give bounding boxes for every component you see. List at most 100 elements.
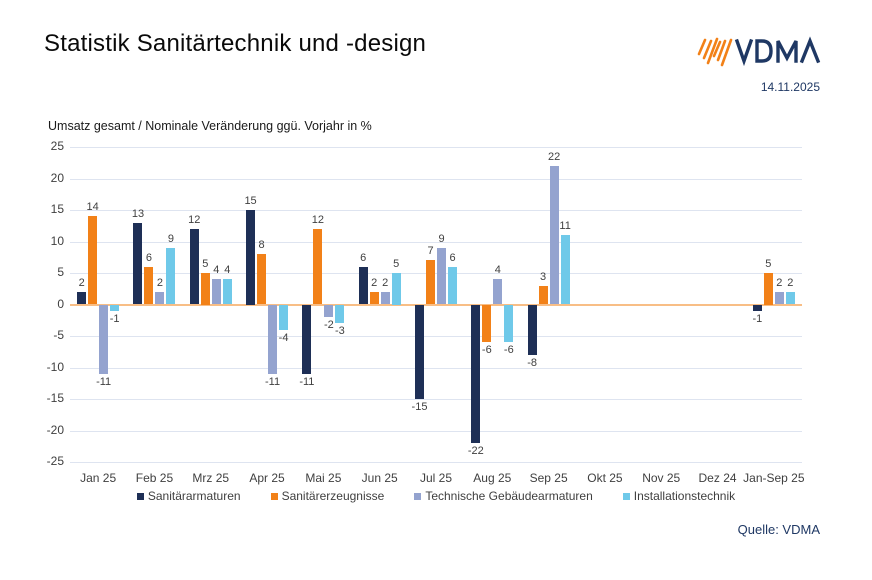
bar-12-1 [763, 273, 773, 305]
y-axis-tick-label: -10 [46, 359, 64, 374]
bar-value-label: 2 [776, 276, 783, 289]
bar-2-2 [211, 279, 221, 305]
y-axis-tick-label: 0 [57, 296, 64, 311]
bar-value-label: 6 [145, 251, 153, 264]
report-date: 14.11.2025 [760, 80, 820, 94]
x-axis-tick-label: Jun 25 [361, 471, 398, 485]
bar-value-label: -8 [527, 356, 537, 369]
gridline [70, 147, 802, 148]
bar-12-0 [752, 304, 762, 311]
bar-0-3 [110, 304, 120, 311]
gridline [70, 367, 802, 369]
bar-3-3 [279, 304, 289, 330]
y-axis-tick-label: 10 [50, 233, 64, 248]
legend-item: Sanitärarmaturen [136, 489, 241, 503]
bar-value-label: -11 [96, 375, 112, 388]
bar-3-2 [268, 304, 278, 374]
bar-3-0 [246, 210, 256, 305]
y-axis-tick-label: 15 [50, 202, 64, 216]
bar-6-0 [415, 304, 424, 399]
bar-0-1 [88, 216, 98, 305]
bar-4-3 [335, 304, 345, 324]
bar-0-2 [99, 304, 109, 374]
bar-8-2 [549, 165, 559, 305]
bar-value-label: 5 [393, 258, 400, 270]
legend-swatch-icon [414, 492, 422, 500]
x-axis-tick-label: Dez 24 [698, 471, 737, 485]
zero-axis-line [70, 303, 802, 306]
bar-1-3 [166, 247, 176, 305]
bar-1-1 [144, 266, 154, 305]
x-axis-tick-label: Mai 25 [305, 471, 342, 485]
chart-legend: Sanitärarmaturen Sanitärerzeugnisse Techni… [70, 489, 802, 503]
bar-value-label: 9 [167, 232, 175, 245]
bar-4-2 [324, 304, 334, 318]
bar-value-label: 2 [78, 276, 85, 289]
bar-value-label: -15 [411, 401, 428, 413]
x-axis-tick-label: Sep 25 [529, 471, 568, 485]
x-axis-tick-label: Aug 25 [473, 471, 512, 485]
bar-0-0 [77, 291, 87, 305]
bar-4-0 [302, 304, 312, 374]
bar-8-1 [538, 285, 548, 305]
y-axis-tick-label: 20 [50, 170, 64, 185]
source-note: Quelle: VDMA [737, 522, 820, 537]
vdma-logo: VDMA [693, 28, 823, 70]
x-axis-tick-label: Okt 25 [587, 471, 623, 485]
bar-value-label: 11 [559, 220, 571, 233]
x-axis-tick-label: Feb 25 [135, 471, 174, 485]
bar-8-0 [527, 304, 537, 355]
y-axis-tick-label: 25 [50, 139, 64, 153]
bar-value-label: 5 [202, 258, 209, 270]
bar-value-label: 12 [311, 213, 324, 226]
bar-value-label: -1 [752, 312, 763, 325]
x-axis-tick-label: Apr 25 [249, 471, 285, 485]
bar-value-label: 2 [156, 276, 164, 289]
bar-value-label: 4 [494, 264, 501, 277]
vdma-logo-wordmark [734, 36, 821, 67]
bar-6-2 [437, 247, 446, 305]
legend-swatch-icon [622, 492, 630, 500]
y-axis-tick-label: -15 [46, 391, 64, 405]
bar-value-label: 5 [765, 258, 772, 270]
x-axis-tick-label: Jan 25 [80, 471, 117, 485]
legend-label: Sanitärerzeugnisse [281, 489, 385, 503]
bar-1-0 [133, 222, 143, 305]
bar-2-3 [222, 279, 232, 305]
bar-value-label: -11 [265, 375, 281, 388]
legend-item: Sanitärerzeugnisse [270, 489, 385, 503]
page-title: Statistik Sanitärtechnik und -design [44, 30, 427, 57]
bar-value-label: -3 [334, 325, 345, 338]
vdma-logo-hatch-icon [697, 37, 733, 67]
bar-value-label: 7 [427, 245, 434, 258]
bar-5-3 [391, 273, 401, 305]
bar-value-label: -6 [481, 344, 492, 357]
bar-5-1 [369, 291, 379, 305]
bar-value-label: 22 [547, 150, 561, 163]
bar-3-1 [257, 254, 267, 305]
bar-5-0 [358, 266, 368, 305]
gridline [70, 178, 802, 180]
bar-value-label: -22 [467, 445, 484, 458]
bar-2-0 [189, 228, 199, 305]
bar-7-2 [493, 279, 503, 305]
bar-value-label: 6 [360, 251, 367, 264]
bar-4-1 [313, 228, 323, 305]
bar-value-label: 9 [438, 232, 445, 245]
bar-5-2 [380, 291, 390, 305]
legend-label: Sanitärarmaturen [147, 489, 241, 503]
gridline [70, 336, 802, 337]
gridline [70, 430, 802, 432]
bar-value-label: -1 [109, 312, 120, 325]
bar-1-2 [155, 291, 165, 305]
vdma-logo-graphic [697, 36, 821, 67]
legend-item: Installationstechnik [622, 489, 735, 503]
bar-8-3 [560, 235, 570, 305]
x-axis-tick-label: Mrz 25 [192, 471, 230, 485]
bar-value-label: -11 [299, 375, 315, 388]
bar-value-label: 3 [540, 270, 547, 283]
x-axis-tick-label: Jul 25 [419, 471, 453, 485]
bar-7-1 [482, 304, 492, 343]
bar-value-label: 6 [449, 251, 456, 264]
